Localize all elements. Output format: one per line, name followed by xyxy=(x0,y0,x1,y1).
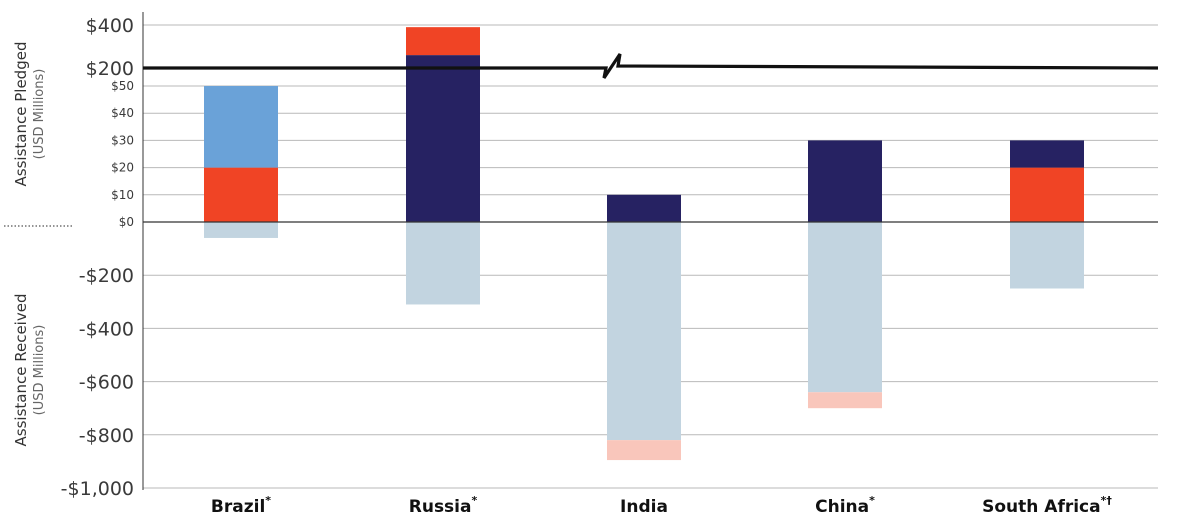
tick-labels: $50 $40 $30 $20 $10 $0 $400 $200 -$200 -$400 -$600… xyxy=(61,15,134,500)
bar-pledged-india-2 xyxy=(607,194,681,222)
tick-label-upper-3: $20 xyxy=(111,161,134,175)
bar-received-india-0 xyxy=(607,222,681,441)
lower-axis-subtitle: (USD Millions) xyxy=(32,325,47,416)
category-label-china: China* xyxy=(815,494,875,517)
bar-pledged-russia-2 xyxy=(406,55,480,222)
tick-label-upper-5: $0 xyxy=(119,215,134,229)
upper-axis-subtitle: (USD Millions) xyxy=(32,69,47,160)
category-label-brazil: Brazil* xyxy=(211,494,271,517)
bar-pledged-brazil-1 xyxy=(204,86,278,168)
bar-pledged-south-africa-2 xyxy=(1010,140,1084,168)
category-label-russia: Russia* xyxy=(409,494,478,517)
upper-axis-title-text: Assistance Pledged xyxy=(12,42,30,187)
axis-break xyxy=(143,53,1159,79)
category-label-india: India xyxy=(620,497,668,517)
category-label-south-africa: South Africa*† xyxy=(982,494,1112,517)
bar-received-brazil-0 xyxy=(204,222,278,238)
axis-break-line xyxy=(143,53,1159,79)
tick-label-upper-0: $50 xyxy=(111,79,134,93)
bar-received-south-africa-0 xyxy=(1010,222,1084,289)
axes xyxy=(4,12,1158,490)
tick-label-upper-2: $30 xyxy=(111,133,134,147)
upper-axis-title: Assistance Pledged (USD Millions) xyxy=(12,42,47,187)
tick-label-lower-0: -$200 xyxy=(79,265,134,287)
lower-axis-title: Assistance Received (USD Millions) xyxy=(12,294,47,447)
tick-label-upper-1: $40 xyxy=(111,106,134,120)
tick-label-lower-1: -$400 xyxy=(79,318,134,340)
category-labels: Brazil* Russia* India China* South Africa*† xyxy=(211,494,1112,517)
tick-label-high-1: $200 xyxy=(86,58,134,80)
tick-label-lower-3: -$800 xyxy=(79,425,134,447)
tick-label-upper-4: $10 xyxy=(111,188,134,202)
tick-label-lower-4: -$1,000 xyxy=(61,478,134,500)
bar-received-russia-0 xyxy=(406,222,480,305)
lower-axis-title-text: Assistance Received xyxy=(12,294,30,447)
tick-label-lower-2: -$600 xyxy=(79,372,134,394)
bar-received-china-1 xyxy=(808,392,882,409)
bar-pledged-russia-3 xyxy=(406,27,480,56)
tick-label-high-0: $400 xyxy=(86,15,134,37)
bar-received-india-1 xyxy=(607,440,681,461)
bar-received-china-0 xyxy=(808,222,882,393)
bar-pledged-south-africa-0 xyxy=(1010,167,1084,222)
bar-pledged-china-2 xyxy=(808,140,882,222)
bars xyxy=(204,27,1084,461)
bar-pledged-brazil-0 xyxy=(204,167,278,222)
